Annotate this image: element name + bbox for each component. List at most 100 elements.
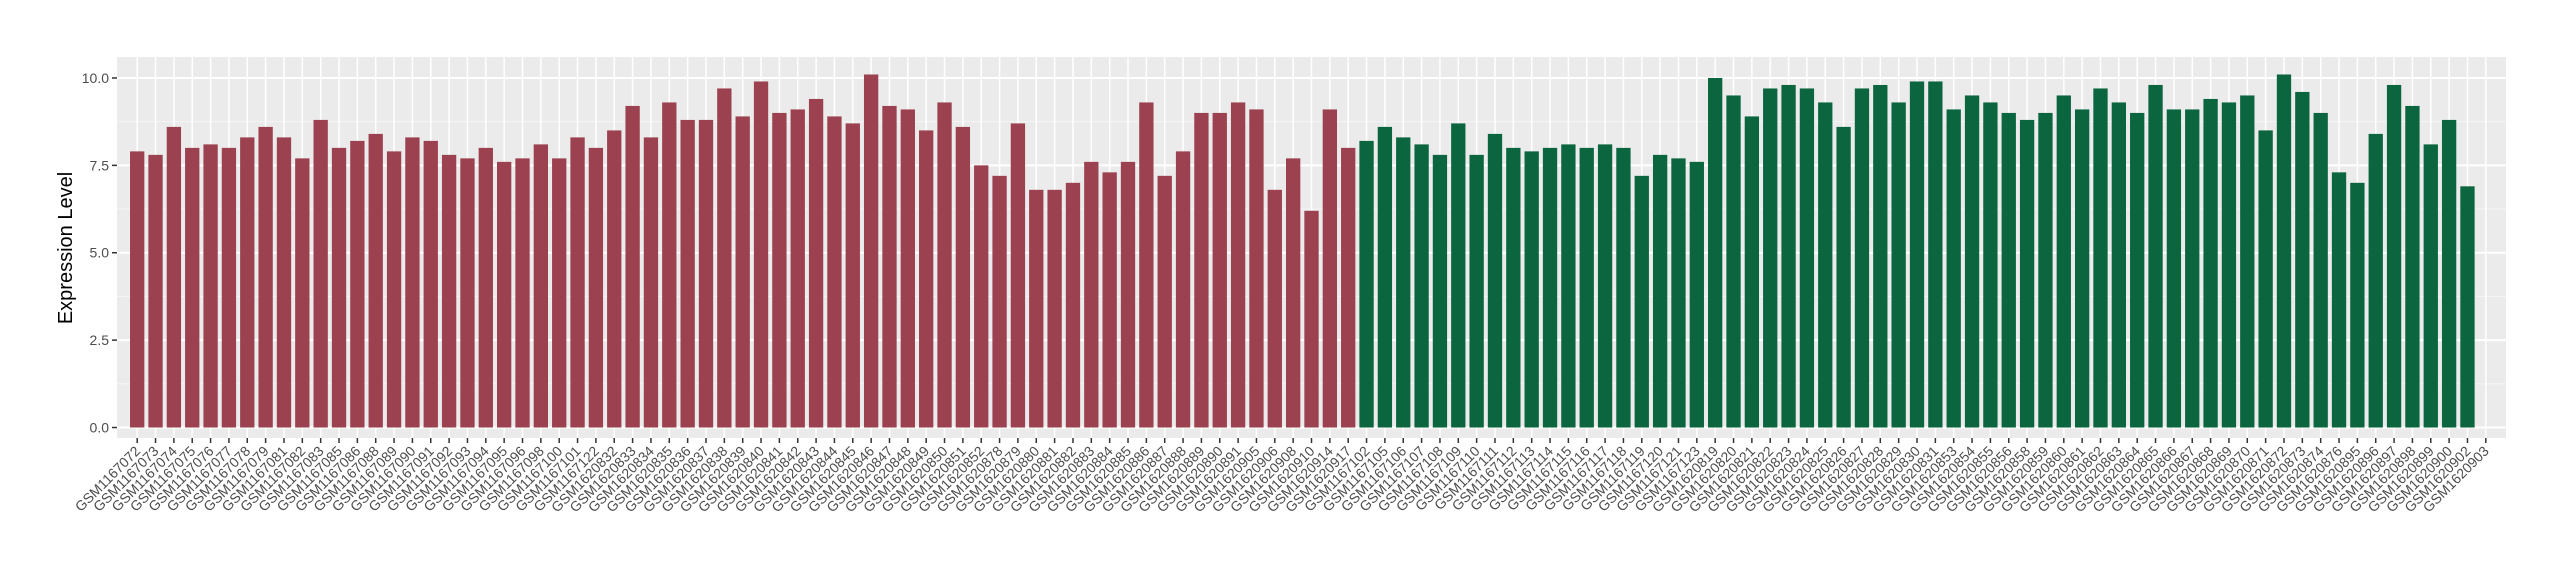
bar: [1102, 172, 1117, 428]
bar: [1139, 102, 1154, 428]
bar: [1414, 144, 1429, 428]
bar: [2019, 119, 2035, 428]
bar: [386, 151, 402, 428]
bar: [441, 154, 457, 428]
bar: [735, 116, 750, 428]
bar: [423, 140, 438, 428]
bar: [2460, 186, 2475, 428]
bar: [1267, 189, 1282, 428]
bar: [1689, 161, 1704, 428]
bar: [937, 102, 952, 428]
bar: [1652, 154, 1668, 428]
bar: [900, 109, 915, 428]
bar: [1561, 144, 1576, 428]
bar: [1047, 189, 1062, 428]
bar: [2276, 74, 2292, 428]
bar: [1928, 81, 1943, 428]
bar: [1249, 109, 1264, 428]
bar: [992, 175, 1007, 428]
bar: [1763, 88, 1778, 428]
bar: [1542, 147, 1558, 428]
bar: [1708, 77, 1723, 428]
y-tick-label: 0.0: [90, 420, 110, 436]
bar: [2074, 109, 2090, 428]
bar: [2221, 102, 2237, 428]
bar: [1634, 175, 1649, 428]
bar: [478, 147, 493, 428]
bar: [1377, 126, 1393, 428]
bar: [258, 126, 273, 428]
bar: [1891, 102, 1906, 428]
bar: [1212, 112, 1227, 428]
bar: [845, 123, 860, 428]
bar: [2038, 112, 2053, 428]
bar: [827, 116, 842, 428]
bar: [203, 144, 218, 428]
bar: [1469, 154, 1484, 428]
bar: [643, 137, 659, 428]
bar: [313, 119, 328, 428]
bar: [974, 165, 989, 428]
bar: [1175, 151, 1191, 428]
bar: [808, 98, 824, 428]
bar: [1065, 182, 1081, 428]
bar: [1487, 133, 1503, 428]
bar: [130, 151, 145, 428]
bar: [1671, 158, 1686, 428]
bar: [1983, 102, 1998, 428]
bar: [1818, 102, 1833, 428]
bar: [1854, 88, 1870, 428]
bar: [552, 158, 567, 428]
bar: [1120, 161, 1136, 428]
bar: [1726, 95, 1741, 428]
bar: [1836, 126, 1851, 428]
bar: [2185, 109, 2200, 428]
bar: [2295, 91, 2310, 428]
bar: [2148, 84, 2163, 428]
bar: [1359, 140, 1374, 428]
bar: [2203, 98, 2218, 428]
bar: [1432, 154, 1448, 428]
bar: [515, 158, 530, 428]
bar: [2331, 172, 2347, 428]
bar: [919, 130, 934, 428]
bar: [276, 137, 292, 428]
bar: [405, 137, 420, 428]
bar: [2166, 109, 2182, 428]
bar: [662, 102, 677, 428]
bar: [717, 88, 732, 428]
bar: [1451, 123, 1466, 428]
bar: [1799, 88, 1815, 428]
bar: [2056, 95, 2071, 428]
bar: [1579, 147, 1594, 428]
bar: [2313, 112, 2328, 428]
bar: [2423, 144, 2438, 428]
bar: [1616, 147, 1631, 428]
bar: [1744, 116, 1760, 428]
bar: [772, 112, 787, 428]
bar: [570, 137, 585, 428]
bar: [240, 137, 255, 428]
bar: [331, 147, 347, 428]
bar: [1597, 144, 1613, 428]
bar: [1524, 151, 1539, 428]
bar: [1029, 189, 1044, 428]
bar: [1964, 95, 1980, 428]
bar: [368, 133, 383, 428]
bar: [1304, 210, 1319, 428]
bar: [1506, 147, 1521, 428]
bar: [588, 147, 604, 428]
y-tick-label: 2.5: [90, 332, 110, 348]
bar: [2441, 119, 2457, 428]
bar: [1157, 175, 1172, 428]
bar: [2130, 112, 2145, 428]
bar: [533, 144, 549, 428]
bar: [1230, 102, 1246, 428]
bar: [2240, 95, 2255, 428]
bar: [1285, 158, 1301, 428]
bar: [2405, 105, 2420, 428]
bar: [460, 158, 475, 428]
bar: [1909, 81, 1925, 428]
y-tick-label: 7.5: [90, 157, 110, 173]
bar: [1396, 137, 1411, 428]
